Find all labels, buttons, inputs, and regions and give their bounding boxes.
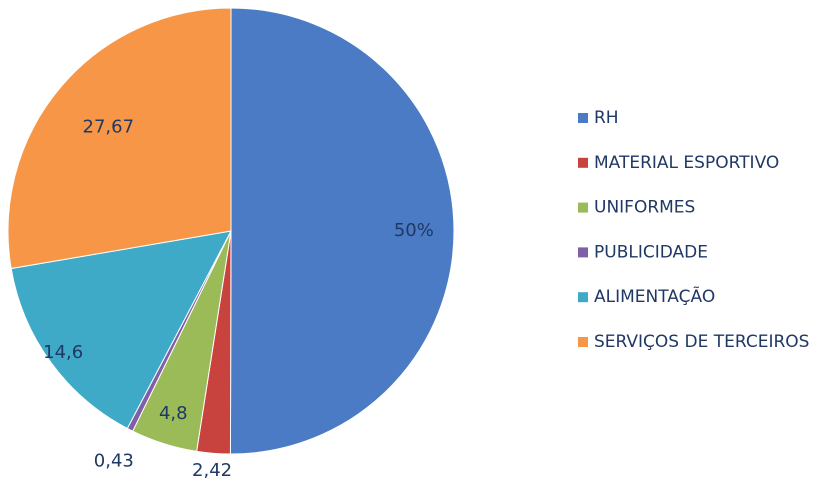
legend-label: SERVIÇOS DE TERCEIROS (594, 332, 809, 352)
legend-label: ALIMENTAÇÃO (594, 285, 715, 307)
legend-swatch (578, 247, 588, 258)
legend-label: UNIFORMES (594, 198, 695, 218)
legend-swatch (578, 157, 588, 168)
pie-slice (229, 7, 455, 455)
data-label: 14,6 (43, 342, 83, 363)
legend-swatch (578, 202, 588, 213)
pie-slice (10, 230, 232, 430)
legend-label: RH (594, 108, 619, 128)
legend-label: PUBLICIDADE (594, 242, 708, 262)
data-label: 27,67 (83, 116, 135, 137)
data-label: 0,43 (94, 451, 134, 472)
pie-slice (7, 7, 232, 270)
legend-swatch (578, 292, 588, 303)
data-label: 4,8 (159, 403, 188, 424)
legend-swatch (578, 337, 588, 347)
legend-swatch (578, 113, 588, 123)
legend-label: MATERIAL ESPORTIVO (594, 153, 779, 173)
data-label: 2,42 (192, 460, 232, 481)
data-label: 50% (394, 220, 434, 241)
